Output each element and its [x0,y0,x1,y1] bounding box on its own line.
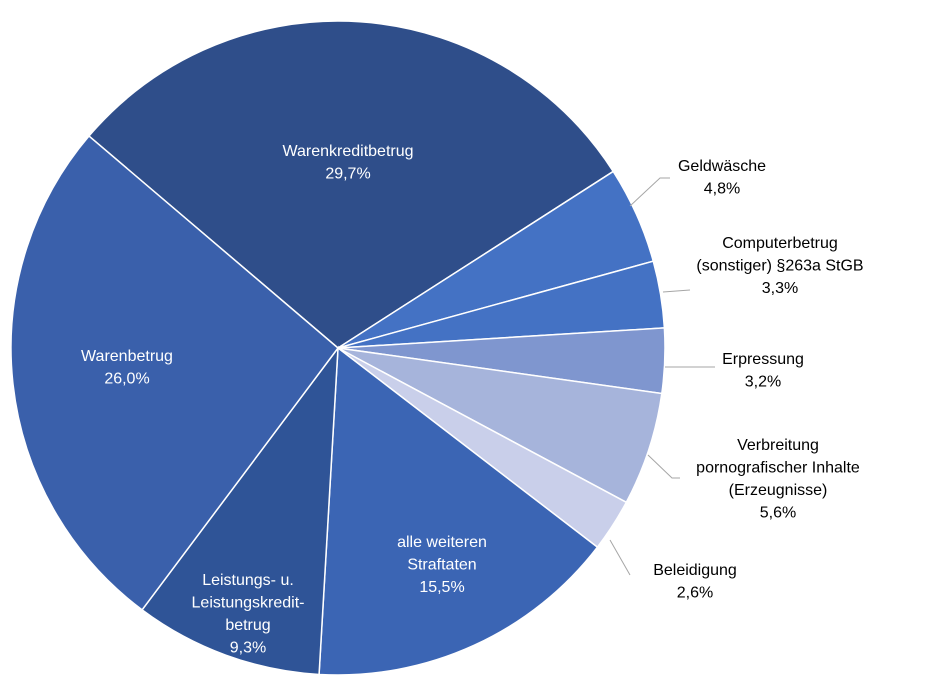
value-label: 26,0% [104,371,149,388]
value-label: 9,3% [230,640,266,657]
leader-line [662,289,691,293]
leader-line [609,539,631,576]
value-label: 29,7% [325,166,370,183]
pie-slice [10,135,340,611]
pie-slice [87,20,615,349]
value-label: 2,6% [677,585,713,602]
slice-label: Computerbetrug (sonstiger) §263a StGB [696,235,863,275]
leader-line [629,177,670,207]
slice-label: Verbreitung pornografischer Inhalte (Erzeu… [696,437,860,499]
pie-slice [141,345,339,676]
value-label: 15,5% [419,579,464,596]
pie-slice [318,346,599,676]
slice-label: Warenkreditbetrug [282,143,413,160]
slice-label: Leistungs- u. Leistungskredit-betrug [192,572,305,634]
slice-label: alle weiteren Straftaten [397,534,487,574]
value-label: 3,3% [762,280,798,297]
slice-label: Warenbetrug [81,348,173,365]
slice-label: Erpressung [722,351,804,368]
value-label: 5,6% [760,505,796,522]
leader-line [647,454,680,479]
value-label: 3,2% [745,374,781,391]
slice-label: Geldwäsche [678,158,766,175]
value-label: 4,8% [704,181,740,198]
slice-label: Beleidigung [653,562,737,579]
